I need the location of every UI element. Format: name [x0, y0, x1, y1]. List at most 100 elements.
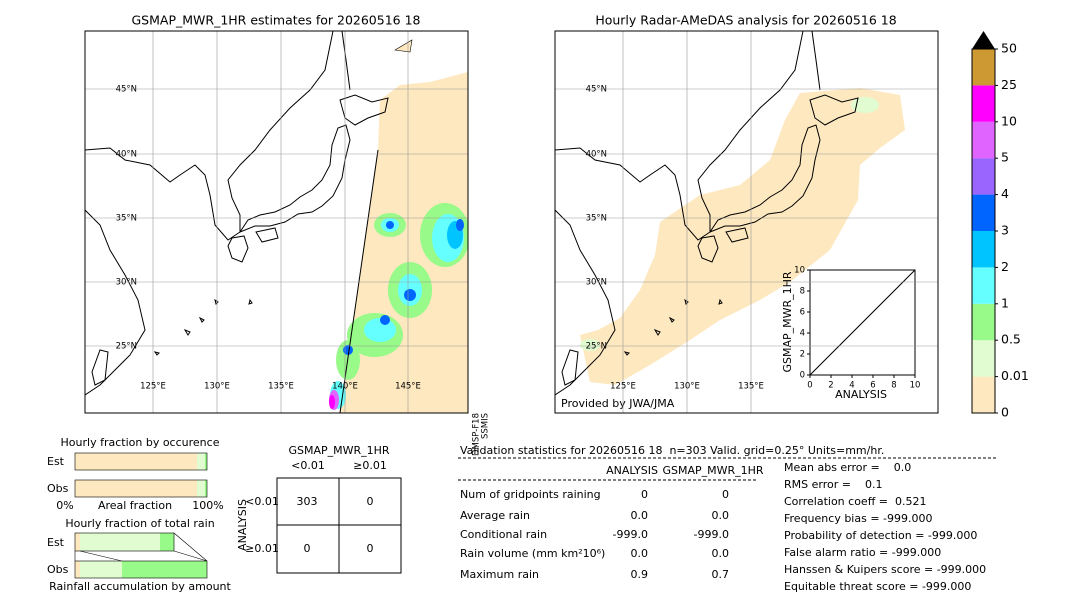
frame [84, 30, 469, 414]
stats-header: ANALYSIS [606, 464, 658, 477]
colorbar-label: 3 [1001, 223, 1009, 238]
colorbar-label: 5 [1001, 150, 1009, 165]
connector [74, 532, 208, 562]
row-label: Obs [47, 563, 69, 576]
y-tick-label: 4 [800, 329, 805, 339]
right-title: Hourly Radar-AMeDAS analysis for 2026051… [595, 13, 896, 28]
lon-label: 130°E [204, 382, 230, 392]
colorbar-segment [972, 121, 995, 159]
contingency: GSMAP_MWR_1HR <0.01 ≥0.01 <0.01 ≥0.01 AN… [236, 444, 402, 574]
cell: 303 [297, 495, 318, 508]
stat-value: -999.0 [694, 528, 729, 541]
stat-value: 0 [722, 488, 729, 501]
axis-label: 0% [56, 499, 73, 512]
row-label: Est [47, 455, 65, 468]
swath-edge [339, 149, 379, 413]
stat-value: 0.0 [712, 547, 730, 560]
stat-name: Rain volume (mm km²10⁶) [460, 547, 605, 560]
axis-label: Areal fraction [98, 499, 172, 512]
stats-header: GSMAP_MWR_1HR [662, 464, 763, 477]
coast-path [255, 227, 279, 243]
coast-path [85, 31, 334, 241]
analysis-area [580, 88, 905, 385]
table-title: GSMAP_MWR_1HR [288, 444, 389, 457]
colorbar-label: 4 [1001, 186, 1009, 201]
lat-label: 45°N [116, 85, 137, 95]
bar-frame [74, 479, 208, 498]
stats-title: Validation statistics for 20260516 18 n=… [460, 444, 884, 457]
colorbar-segment [972, 49, 995, 86]
bar-frame [74, 560, 208, 579]
row-label: Est [47, 536, 65, 549]
score: False alarm ratio = -999.000 [784, 546, 941, 559]
coast-path [555, 209, 616, 396]
coast-path [697, 235, 719, 263]
colorbar-segment [972, 194, 995, 231]
lat-label: 40°N [586, 150, 607, 160]
frame [554, 30, 939, 414]
bar [205, 453, 207, 470]
coast-path [341, 31, 351, 91]
coastline [555, 31, 859, 396]
lat-label: 35°N [586, 214, 607, 224]
bar [75, 480, 197, 497]
colorbar-segment [972, 303, 995, 341]
coast-path [809, 94, 859, 126]
coast-path [85, 209, 146, 396]
coast-path [339, 94, 389, 126]
row-label: ≥0.01 [245, 542, 279, 555]
colorbar-segment [972, 267, 995, 304]
score: Hanssen & Kuipers score = -999.000 [784, 563, 986, 576]
y-tick-label: 2 [800, 350, 805, 360]
analysis-area [851, 97, 879, 113]
fraction-title: Hourly fraction by occurence [61, 436, 220, 449]
lat-label: 35°N [116, 214, 137, 224]
colorbar-label: 25 [1001, 77, 1017, 92]
stat-value: 0.0 [712, 509, 730, 522]
bar [75, 533, 80, 551]
side-label: SSMIS [481, 413, 491, 439]
bar [160, 533, 174, 551]
bar [205, 480, 207, 497]
colorbar-label: 0.5 [1001, 332, 1021, 347]
lat-label: 25°N [586, 342, 607, 352]
cell: 0 [304, 542, 311, 555]
left-map: 45°N 40°N 35°N 30°N 25°N 125°E 130°E 135°E 140°E… [84, 30, 491, 456]
cell: 0 [367, 542, 374, 555]
x-tick-label: 6 [870, 381, 875, 391]
fraction-panel: Hourly fraction by occurence Est Obs 0% … [47, 436, 232, 593]
score: Equitable threat score = -999.000 [784, 580, 971, 593]
x-tick-label: 4 [849, 381, 854, 391]
colorbar-label: 1 [1001, 295, 1009, 310]
row-label: Obs [47, 482, 69, 495]
bar [80, 533, 160, 551]
y-tick-label: 8 [800, 287, 805, 297]
row-label: <0.01 [245, 495, 279, 508]
lon-label: 135°E [738, 382, 764, 392]
colorbar-extend [972, 31, 995, 49]
lon-label: 135°E [268, 382, 294, 392]
col-label: <0.01 [291, 459, 325, 472]
coast-path [227, 235, 249, 263]
stat-name: Maximum rain [460, 568, 539, 581]
left-title: GSMAP_MWR_1HR estimates for 20260516 18 [132, 13, 421, 28]
colorbar-label: 50 [1001, 41, 1017, 56]
stat-value: -999.0 [613, 528, 648, 541]
credit: Provided by JWA/JMA [561, 397, 675, 410]
lat-label: 40°N [116, 150, 137, 160]
inset-ylabel: GSMAP_MWR_1HR [781, 271, 794, 372]
analysis-area [580, 339, 600, 351]
fraction-title: Hourly fraction of total rain [65, 517, 214, 530]
stat-value: 0.9 [631, 568, 649, 581]
lon-label: 125°E [140, 382, 166, 392]
cell: 0 [367, 495, 374, 508]
coast-path [561, 349, 579, 386]
bar [75, 561, 80, 578]
stat-value: 0 [641, 488, 648, 501]
diagonal [809, 269, 916, 376]
axis-label: 100% [192, 499, 223, 512]
inset-xlabel: ANALYSIS [835, 388, 887, 401]
lat-label: 30°N [586, 278, 607, 288]
y-tick-label: 10 [794, 266, 805, 276]
row-axis: ANALYSIS [236, 499, 249, 551]
